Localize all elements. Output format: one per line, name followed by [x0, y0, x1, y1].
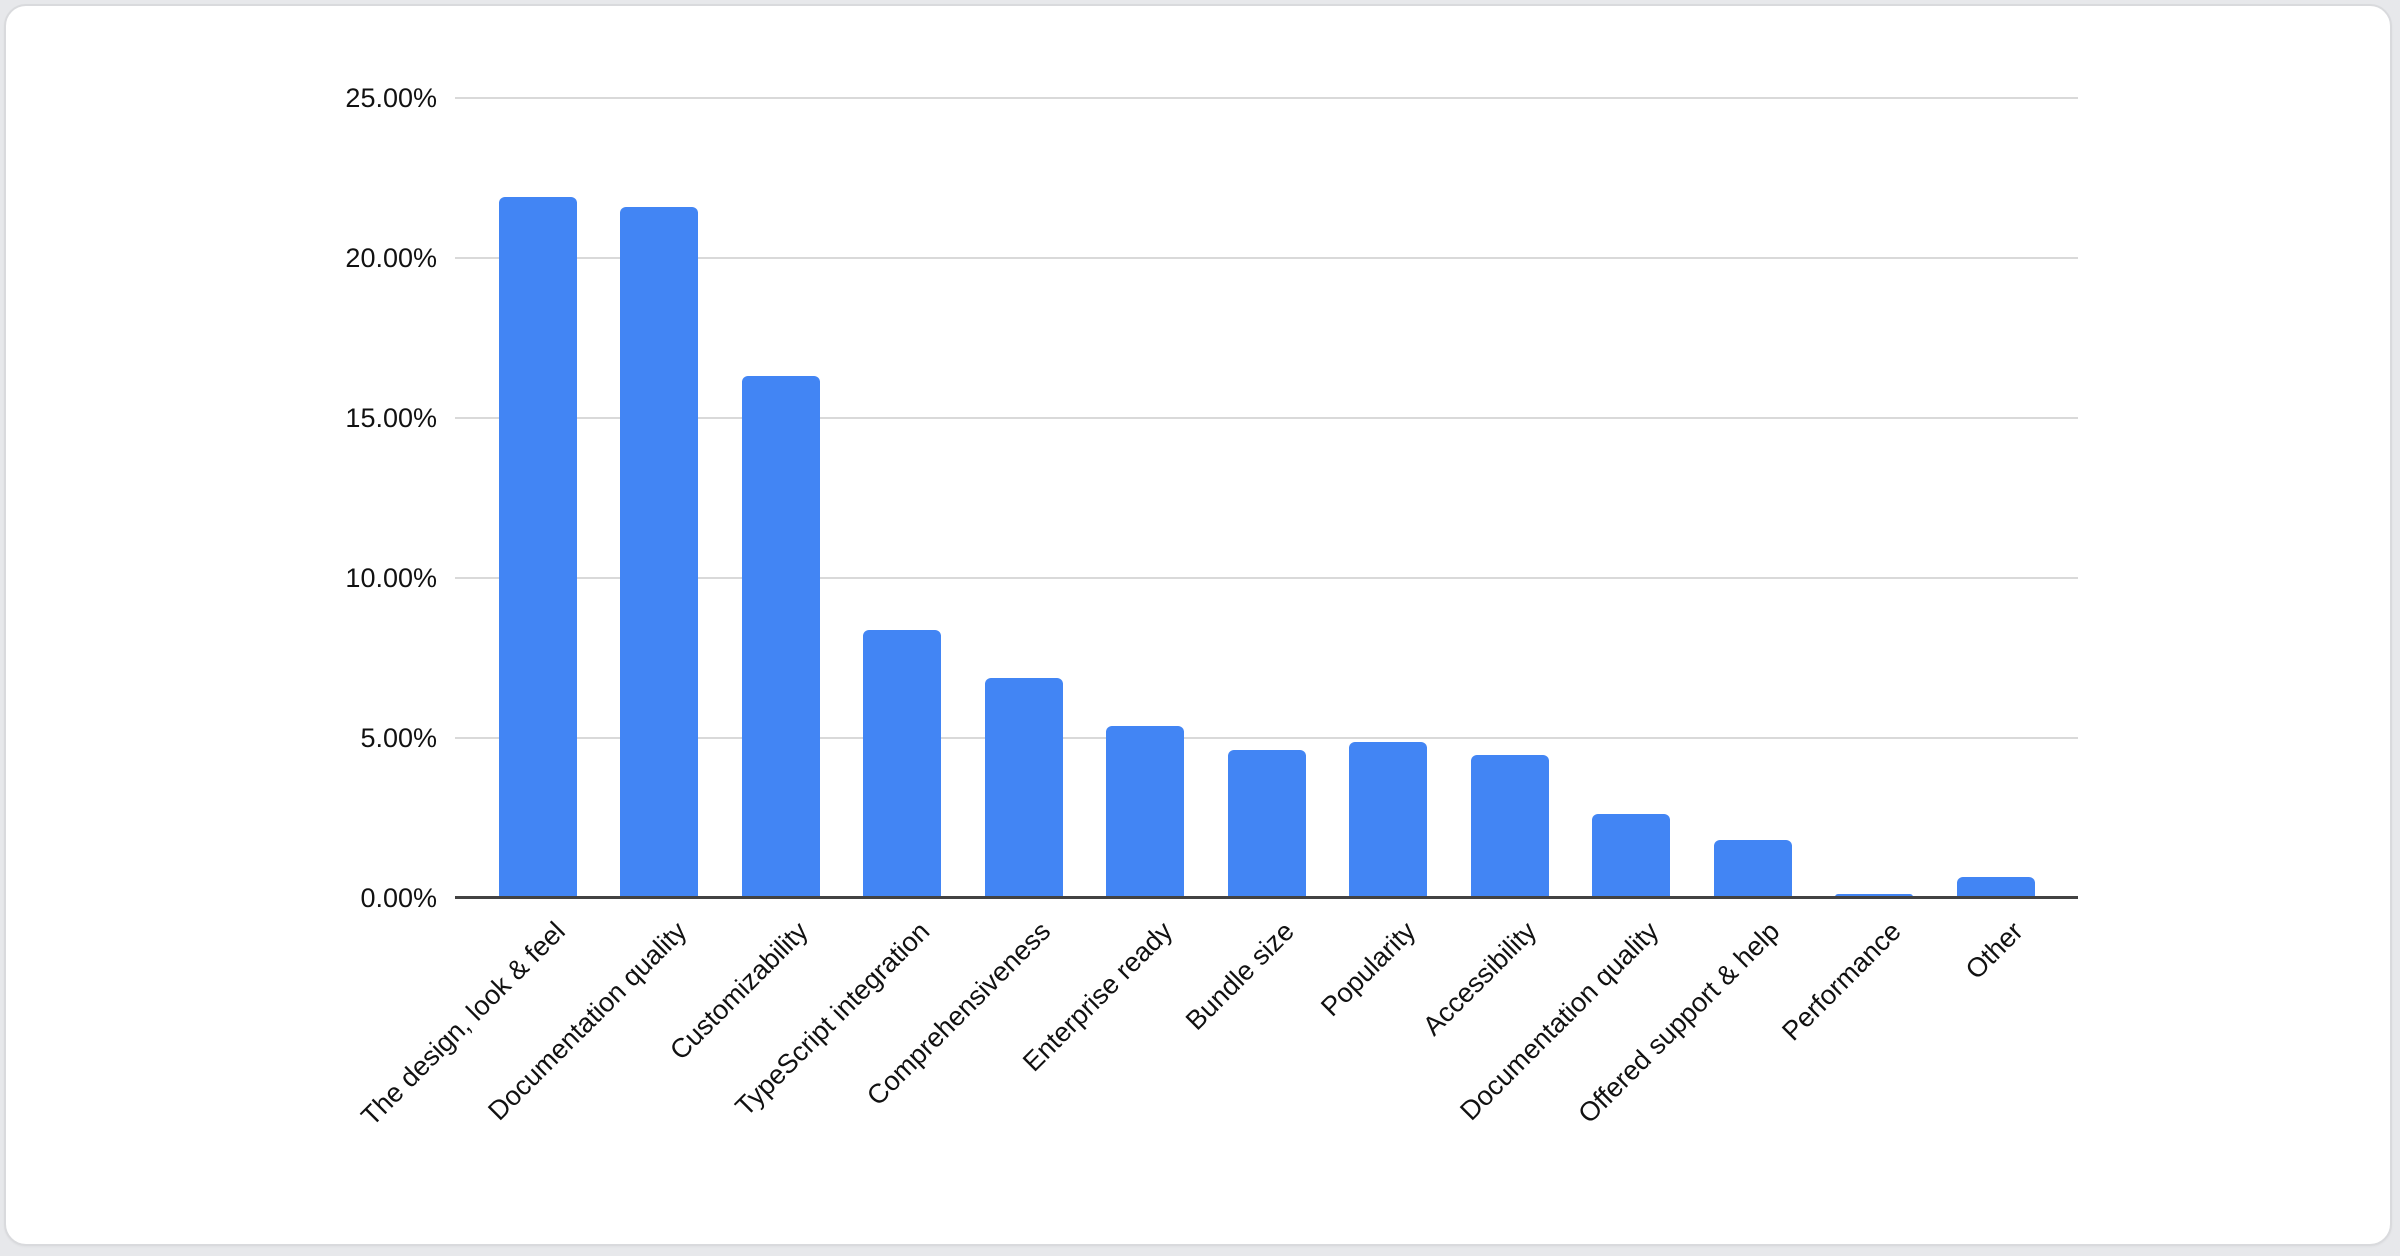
x-axis-category-label: Performance	[1776, 916, 1908, 1047]
x-axis-category-label: Documentation quality	[482, 916, 693, 1127]
bar[interactable]	[1227, 750, 1306, 898]
bar[interactable]	[1835, 893, 1913, 898]
y-gridline	[455, 576, 2078, 579]
y-gridline	[455, 256, 2078, 259]
y-gridline	[455, 736, 2078, 739]
y-axis-tick-label: 20.00%	[345, 242, 437, 273]
bar[interactable]	[1592, 814, 1670, 898]
x-axis-category-label: Bundle size	[1179, 916, 1300, 1036]
y-gridline	[455, 97, 2078, 99]
y-axis-tick-label: 10.00%	[345, 562, 437, 593]
bar[interactable]	[1713, 839, 1792, 898]
y-axis-tick-label: 0.00%	[360, 882, 437, 913]
x-axis-category-label: Documentation quality	[1454, 916, 1665, 1127]
bar[interactable]	[741, 376, 820, 898]
y-axis-tick-label: 15.00%	[345, 402, 437, 433]
x-axis-category-label: Other	[1959, 916, 2029, 985]
bar[interactable]	[1106, 726, 1184, 898]
bar[interactable]	[1470, 755, 1549, 898]
bar[interactable]	[984, 678, 1063, 898]
x-axis-category-label: Offered support & help	[1572, 916, 1786, 1129]
chart-card	[4, 4, 2392, 1246]
y-axis-tick-label: 5.00%	[360, 722, 437, 753]
bar[interactable]	[620, 206, 698, 898]
bar[interactable]	[1349, 742, 1427, 898]
x-axis-category-label: The design, look & feel	[355, 916, 571, 1132]
x-axis-category-label: Accessibility	[1417, 916, 1543, 1042]
y-axis-tick-label: 25.00%	[345, 83, 437, 113]
bar[interactable]	[498, 197, 577, 898]
bar[interactable]	[1956, 876, 2035, 898]
x-axis-category-label: Popularity	[1315, 916, 1422, 1023]
y-gridline	[455, 416, 2078, 419]
x-axis-line	[455, 896, 2078, 899]
bar[interactable]	[863, 630, 941, 898]
